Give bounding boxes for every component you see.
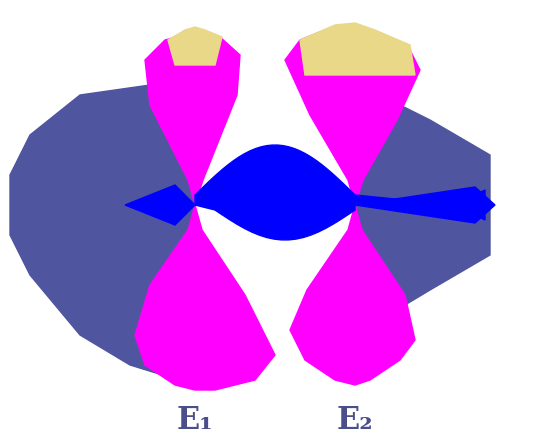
Polygon shape: [125, 185, 195, 225]
Polygon shape: [195, 145, 485, 240]
Polygon shape: [168, 27, 222, 65]
Polygon shape: [355, 187, 495, 223]
Polygon shape: [145, 32, 240, 205]
Text: E₁: E₁: [176, 405, 213, 436]
Polygon shape: [290, 205, 415, 385]
Polygon shape: [135, 205, 275, 390]
Polygon shape: [10, 85, 195, 385]
Polygon shape: [285, 27, 420, 205]
Text: E₂: E₂: [337, 405, 374, 436]
Polygon shape: [300, 23, 415, 75]
Polygon shape: [355, 95, 490, 320]
